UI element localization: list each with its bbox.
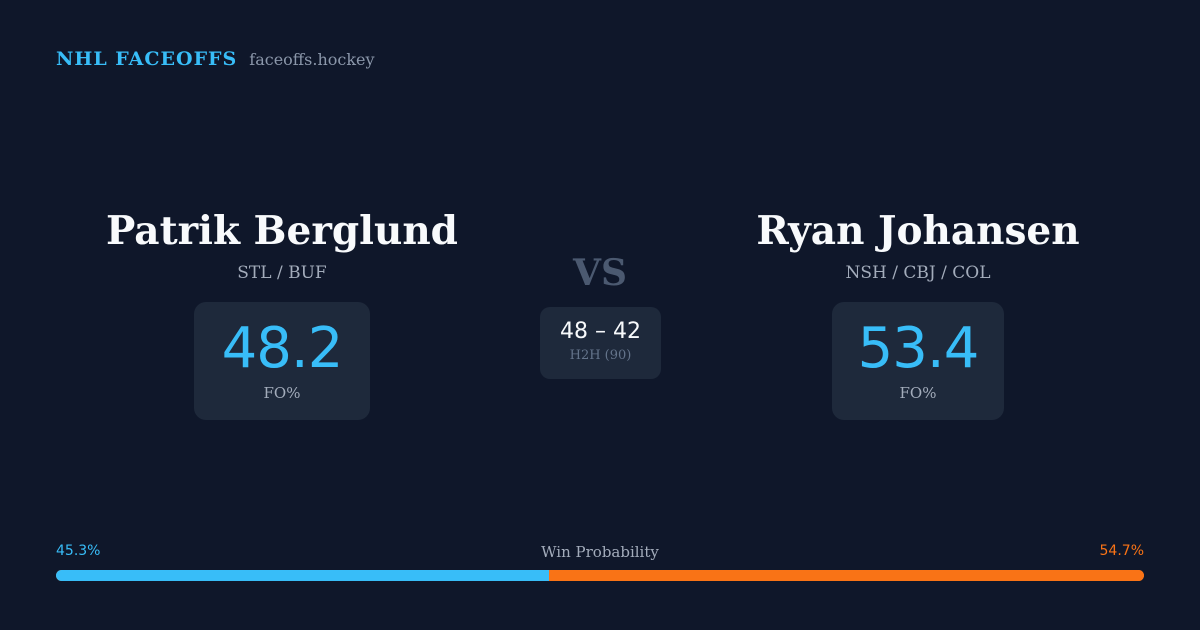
brand-header: NHL FACEOFFS faceoffs.hockey [56, 48, 375, 70]
player-left-stat-box: 48.2 FO% [194, 302, 370, 420]
player-left-fo-pct: 48.2 [221, 316, 344, 381]
win-probability-left-fill [56, 570, 549, 581]
brand-name: NHL FACEOFFS [56, 48, 238, 70]
player-left-fo-label: FO% [263, 384, 301, 402]
win-probability-title: Win Probability [541, 543, 659, 561]
player-left-name: Patrik Berglund [106, 208, 458, 254]
h2h-label: H2H (90) [569, 348, 632, 363]
player-right-fo-pct: 53.4 [857, 316, 980, 381]
player-right-stat-box: 53.4 FO% [832, 302, 1004, 420]
player-right-name: Ryan Johansen [756, 208, 1080, 254]
h2h-score: 48 – 42 [560, 319, 641, 344]
player-left-card: Patrik Berglund STL / BUF 48.2 FO% [52, 206, 512, 420]
win-probability-right-fill [548, 570, 1144, 581]
h2h-box: 48 – 42 H2H (90) [540, 307, 661, 379]
player-right-fo-label: FO% [899, 384, 937, 402]
win-probability-bar [56, 570, 1144, 581]
player-left-teams: STL / BUF [237, 263, 327, 283]
vs-label: VS [573, 252, 627, 294]
brand-site: faceoffs.hockey [249, 50, 375, 69]
player-right-card: Ryan Johansen NSH / CBJ / COL 53.4 FO% [688, 206, 1148, 420]
win-probability-labels: 45.3% Win Probability 54.7% [56, 543, 1144, 563]
win-probability-right-label: 54.7% [1099, 543, 1144, 559]
player-right-teams: NSH / CBJ / COL [845, 263, 991, 283]
win-probability-left-label: 45.3% [56, 543, 101, 559]
